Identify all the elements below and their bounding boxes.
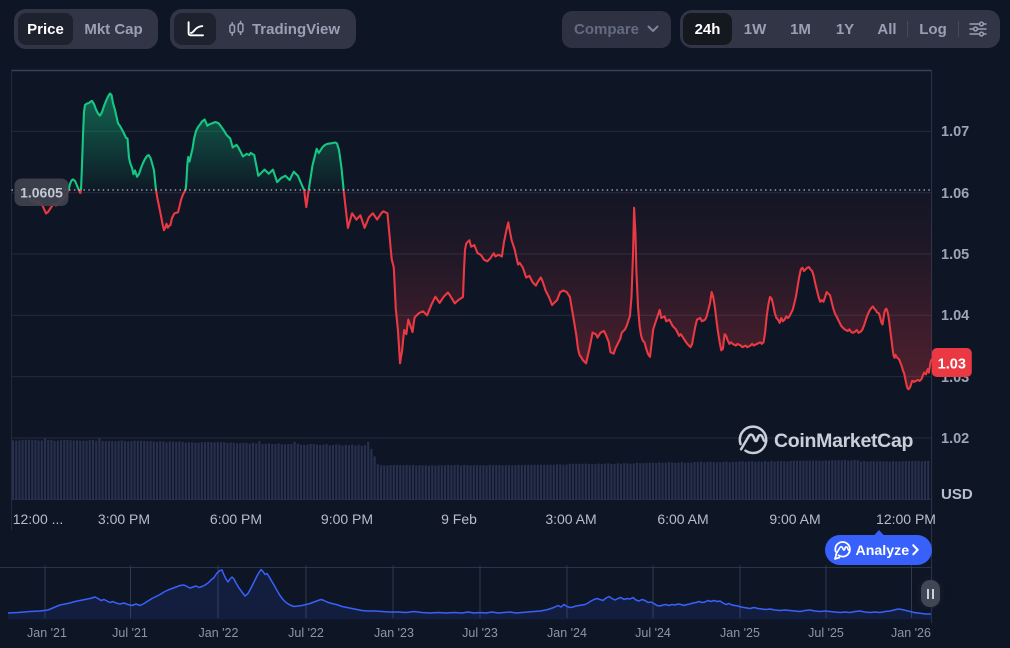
- svg-text:6:00 PM: 6:00 PM: [210, 511, 262, 527]
- svg-text:9:00 AM: 9:00 AM: [769, 511, 820, 527]
- svg-text:1.06: 1.06: [941, 186, 969, 202]
- svg-text:Jan '25: Jan '25: [720, 626, 760, 640]
- svg-text:Jan '26: Jan '26: [891, 626, 931, 640]
- svg-text:Jul '25: Jul '25: [808, 626, 844, 640]
- svg-text:1.04: 1.04: [941, 308, 969, 324]
- svg-text:1.03: 1.03: [938, 357, 966, 373]
- svg-text:1.0605: 1.0605: [20, 185, 63, 201]
- svg-text:9:00 PM: 9:00 PM: [321, 511, 373, 527]
- svg-text:Jan '24: Jan '24: [547, 626, 587, 640]
- svg-text:Jul '22: Jul '22: [288, 626, 324, 640]
- svg-text:Jul '21: Jul '21: [112, 626, 148, 640]
- svg-text:3:00 AM: 3:00 AM: [545, 511, 596, 527]
- svg-text:Jan '21: Jan '21: [27, 626, 67, 640]
- svg-text:1.05: 1.05: [941, 247, 969, 263]
- svg-text:12:00 ...: 12:00 ...: [13, 511, 64, 527]
- svg-text:Analyze: Analyze: [856, 542, 910, 558]
- svg-text:Jul '23: Jul '23: [462, 626, 498, 640]
- svg-text:3:00 PM: 3:00 PM: [98, 511, 150, 527]
- svg-text:Jan '23: Jan '23: [374, 626, 414, 640]
- svg-text:1.02: 1.02: [941, 431, 969, 447]
- svg-text:1.07: 1.07: [941, 124, 969, 140]
- svg-text:Jul '24: Jul '24: [635, 626, 671, 640]
- svg-text:USD: USD: [941, 486, 973, 503]
- svg-text:12:00 PM: 12:00 PM: [876, 511, 936, 527]
- svg-text:Jan '22: Jan '22: [199, 626, 239, 640]
- svg-text:CoinMarketCap: CoinMarketCap: [774, 430, 914, 452]
- svg-text:9 Feb: 9 Feb: [441, 511, 477, 527]
- svg-text:6:00 AM: 6:00 AM: [657, 511, 708, 527]
